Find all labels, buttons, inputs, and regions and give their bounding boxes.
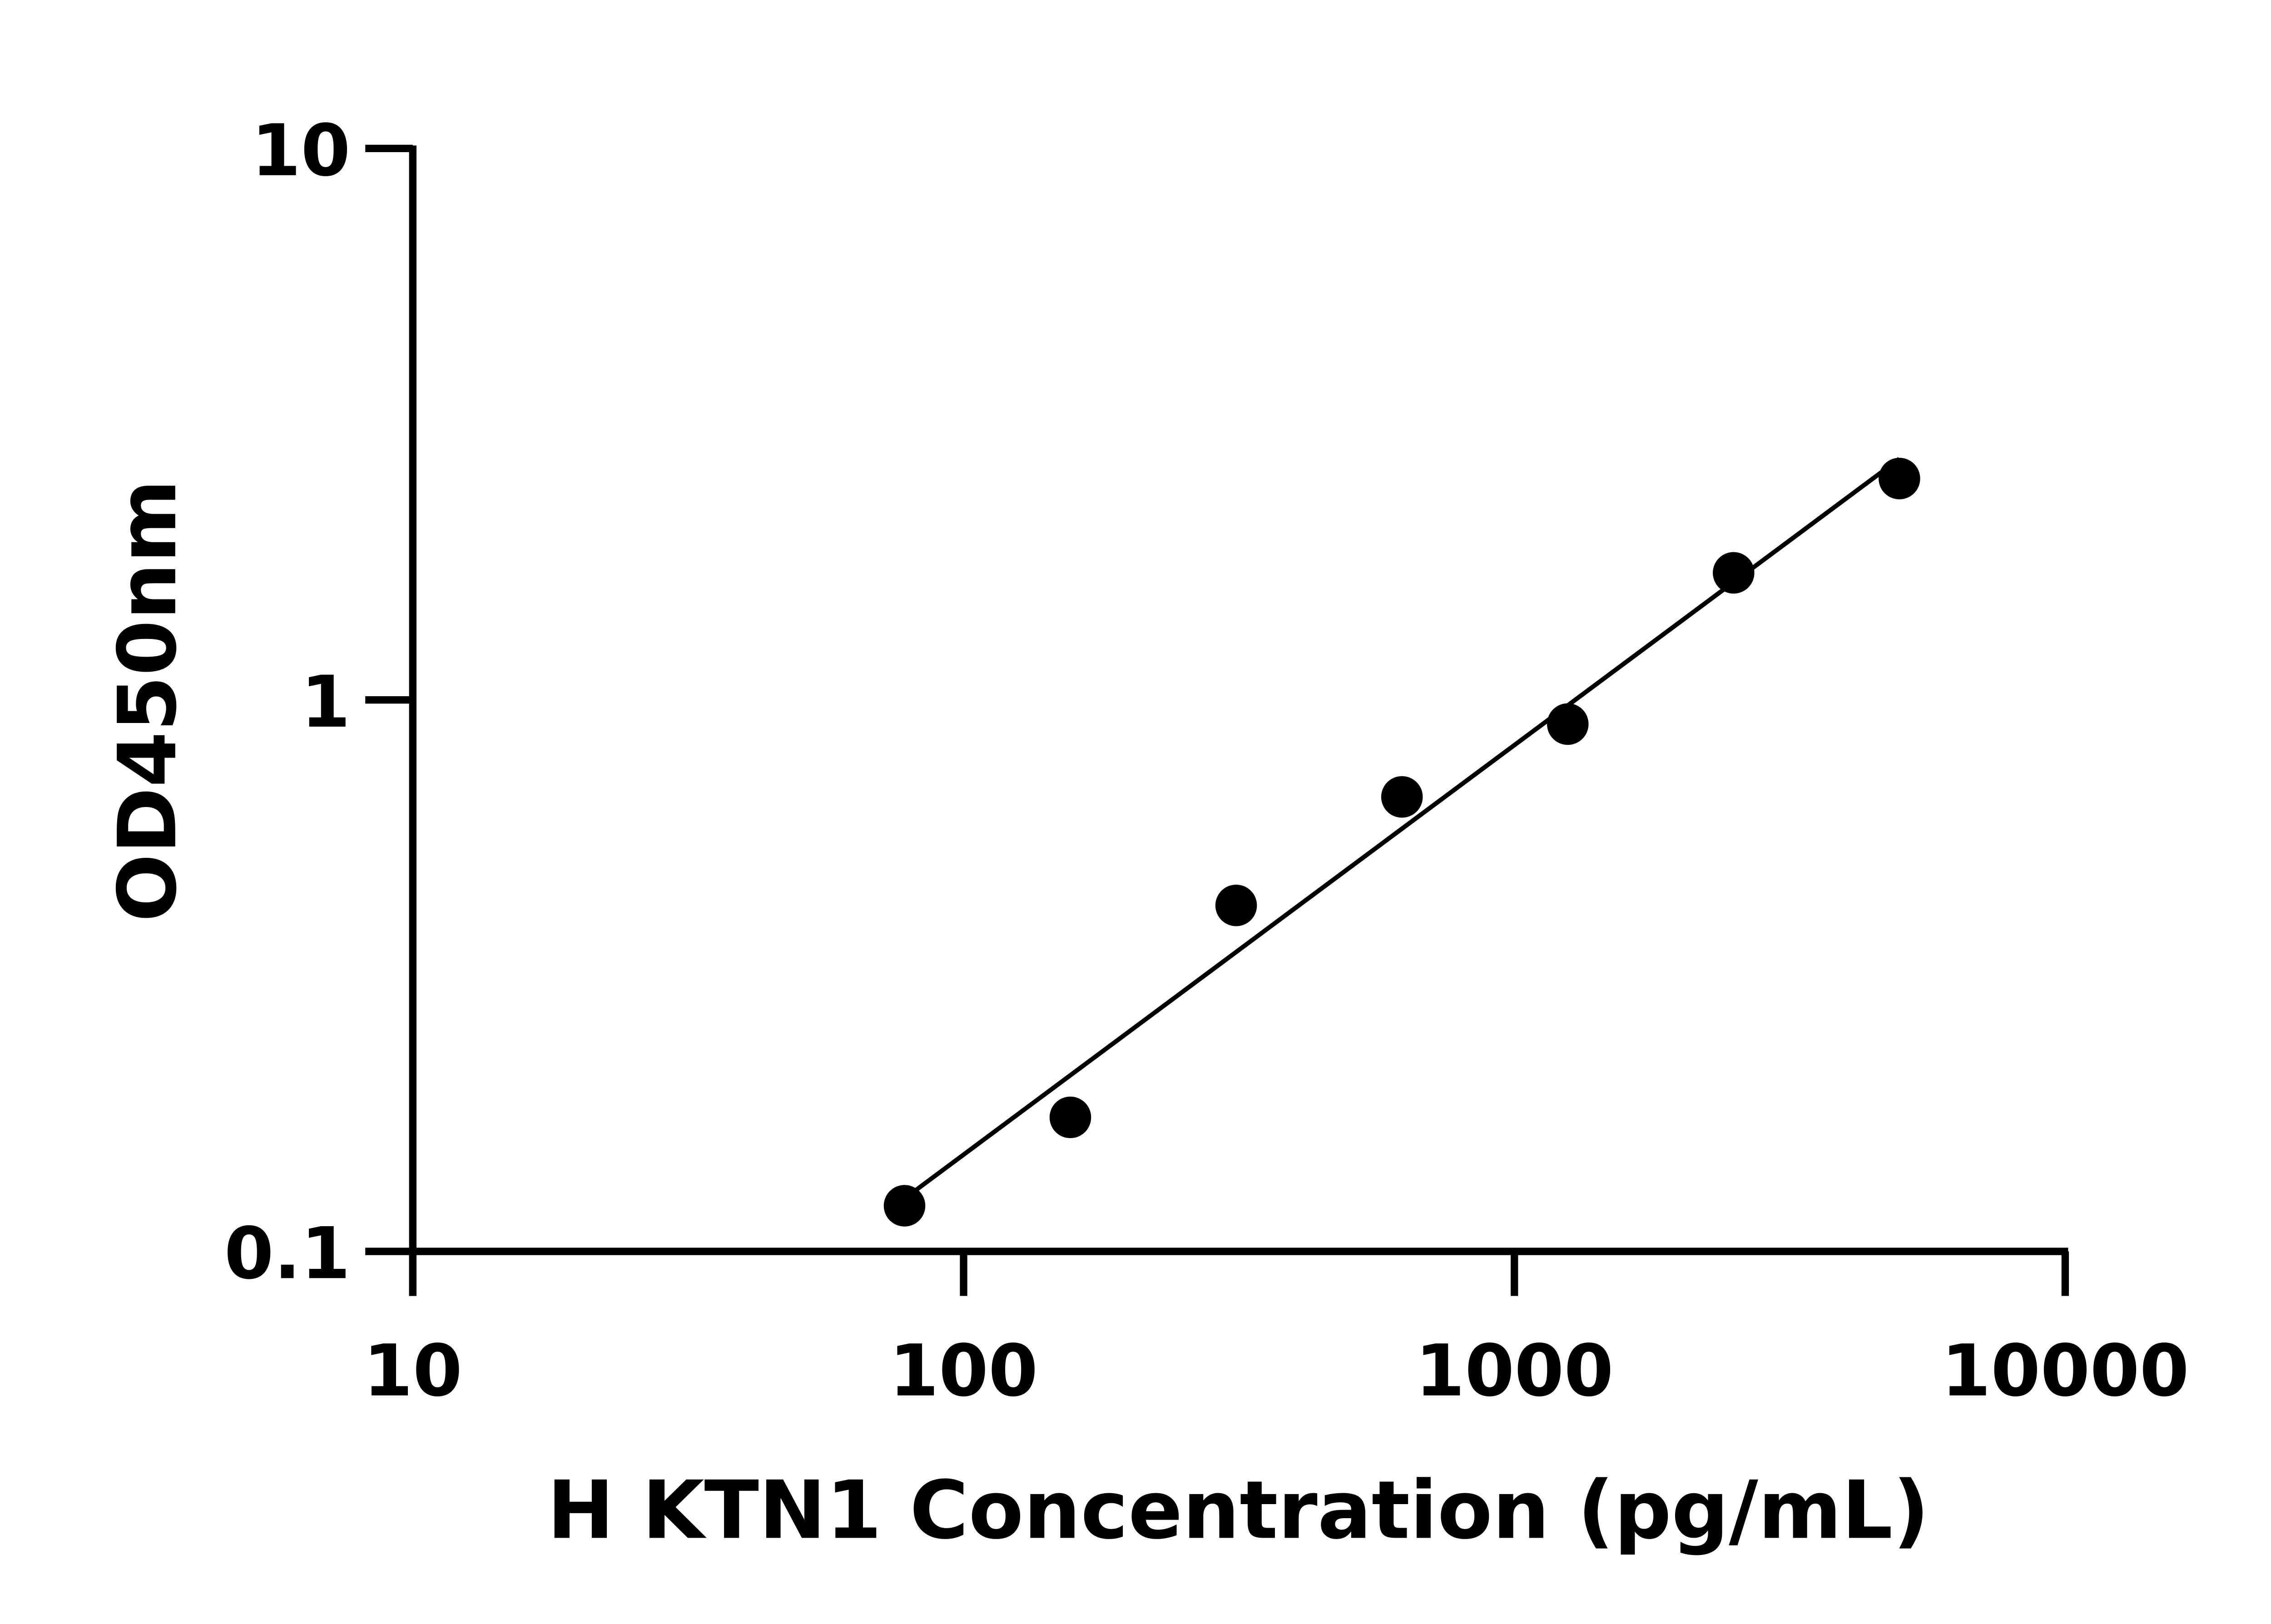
y-tick-label: 1 [301, 661, 350, 744]
data-point [1879, 458, 1920, 500]
data-point [1547, 703, 1589, 745]
data-point [1215, 884, 1257, 926]
y-ticks: 0.1 1 10 [224, 109, 413, 1295]
data-point [883, 1185, 926, 1227]
x-tick-label: 1000 [1415, 1330, 1614, 1413]
y-tick-label: 10 [251, 109, 350, 193]
x-ticks: 10 100 1000 10000 [363, 1251, 2189, 1413]
axes [409, 145, 2068, 1296]
y-tick-label: 0.1 [224, 1212, 351, 1295]
x-tick-label: 10 [363, 1330, 462, 1413]
y-axis-label: OD450nm [101, 480, 194, 922]
x-axis-label: H KTN1 Concentration (pg/mL) [547, 1463, 1929, 1557]
data-point [1713, 552, 1755, 594]
data-point [1049, 1096, 1091, 1139]
data-points [883, 458, 1920, 1227]
x-tick-label: 100 [889, 1330, 1038, 1413]
x-tick-label: 10000 [1941, 1330, 2189, 1413]
data-point [1381, 776, 1423, 818]
